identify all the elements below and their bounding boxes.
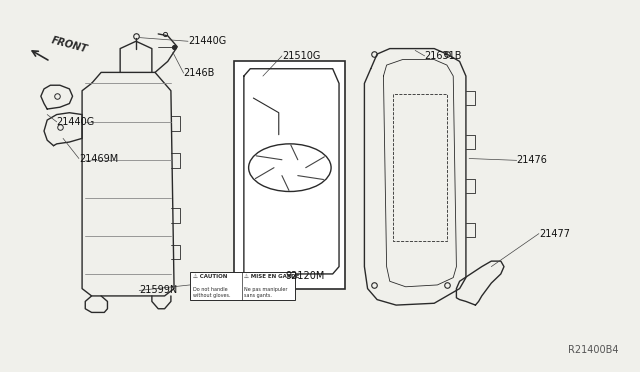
Text: ⚠ MISE EN GARDE: ⚠ MISE EN GARDE	[244, 274, 300, 279]
Text: Ne pas manipuler
sans gants.: Ne pas manipuler sans gants.	[244, 287, 287, 298]
Bar	[234, 61, 346, 289]
Text: 21599N: 21599N	[139, 285, 177, 295]
Bar	[190, 272, 294, 299]
Text: FRONT: FRONT	[51, 35, 89, 54]
Text: 21510G: 21510G	[282, 51, 320, 61]
Text: 21476: 21476	[516, 155, 548, 165]
Text: 21477: 21477	[539, 229, 570, 238]
Text: 21440G: 21440G	[57, 117, 95, 127]
Text: R21400B4: R21400B4	[568, 344, 618, 355]
Text: ⚠ CAUTION: ⚠ CAUTION	[193, 274, 227, 279]
Text: 21631B: 21631B	[425, 51, 462, 61]
Text: 92120M: 92120M	[285, 271, 324, 281]
Text: 2146B: 2146B	[184, 68, 215, 78]
Text: 21469M: 21469M	[79, 154, 118, 164]
Text: Do not handle
without gloves.: Do not handle without gloves.	[193, 287, 230, 298]
Text: 21440G: 21440G	[188, 36, 227, 46]
